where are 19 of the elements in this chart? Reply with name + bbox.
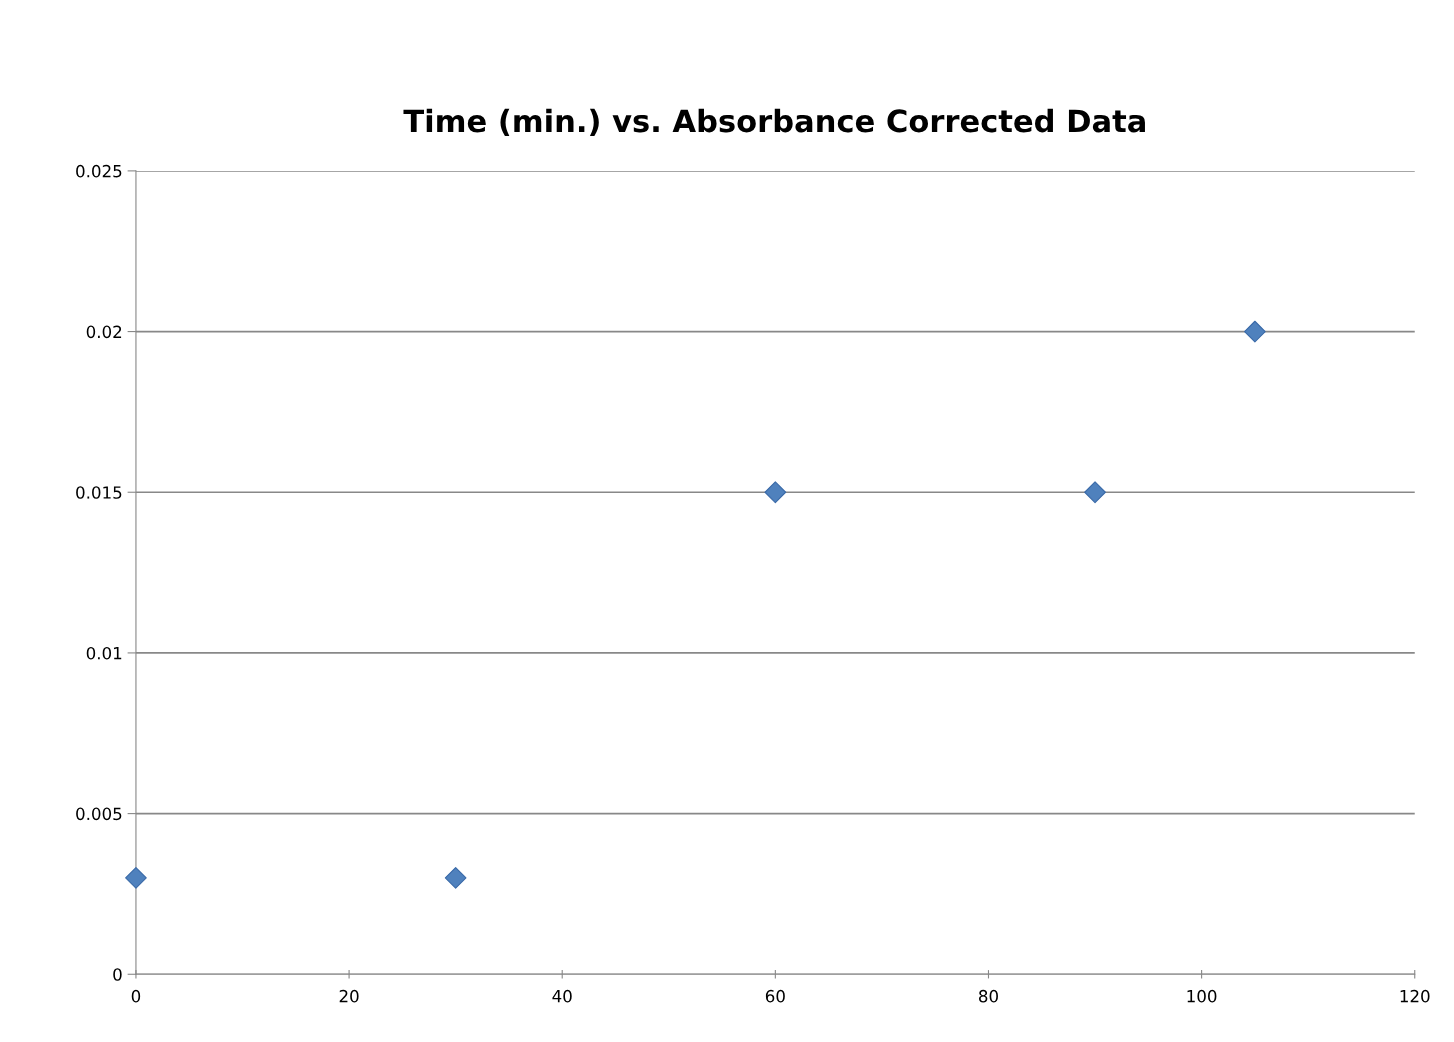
x-tick-label: 0 — [131, 989, 141, 1003]
x-tick-label: 80 — [979, 989, 998, 1003]
y-tick-label: 0 — [113, 968, 122, 981]
point — [1244, 320, 1266, 343]
point — [444, 867, 467, 889]
point — [764, 481, 787, 504]
point — [1084, 481, 1106, 504]
x-tick-label: 100 — [1187, 989, 1217, 1003]
x-tick-label: 120 — [1400, 989, 1430, 1003]
x-tick-label: 40 — [552, 989, 572, 1003]
chart-title: Time (min.) vs. Absorbance Corrected Data — [403, 108, 1145, 137]
y-tick-label: 0.01 — [86, 646, 122, 660]
x-tick-label: 60 — [765, 989, 785, 1003]
x-tick-label: 20 — [339, 989, 359, 1003]
y-tick-label: 0.02 — [86, 325, 122, 339]
y-tick-label: 0.005 — [76, 807, 122, 821]
y-tick-label: 0.015 — [76, 486, 122, 499]
y-tick-label: 0.025 — [76, 164, 122, 178]
point — [125, 867, 147, 889]
